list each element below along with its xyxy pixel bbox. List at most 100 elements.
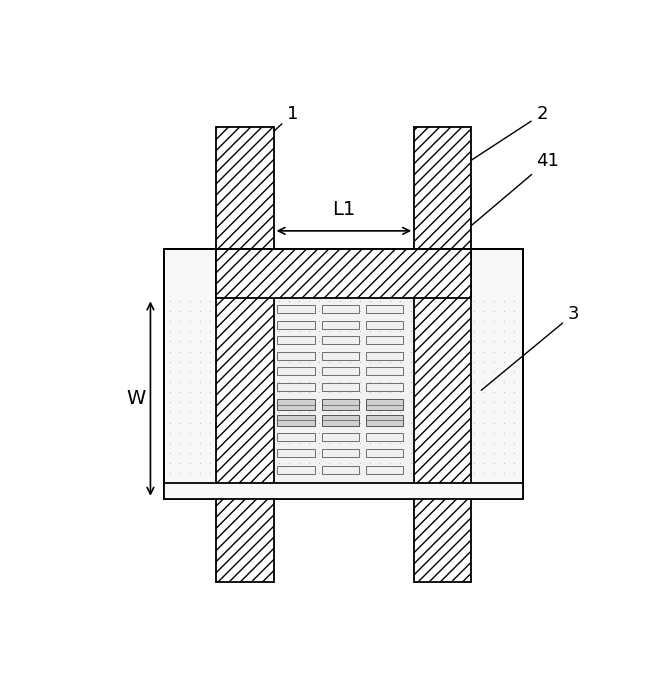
Point bbox=[458, 417, 469, 428]
Point bbox=[164, 336, 175, 347]
Point bbox=[364, 377, 375, 388]
Point bbox=[488, 325, 499, 337]
Point bbox=[509, 428, 520, 439]
Point bbox=[478, 488, 489, 499]
Point bbox=[284, 336, 295, 347]
Point bbox=[314, 448, 325, 459]
Point bbox=[354, 316, 365, 327]
Point bbox=[458, 377, 469, 388]
Point bbox=[306, 387, 317, 398]
Point bbox=[438, 387, 449, 398]
Point bbox=[357, 448, 368, 459]
Point bbox=[417, 377, 428, 388]
Point bbox=[304, 457, 315, 468]
Point bbox=[273, 356, 284, 367]
Point bbox=[256, 468, 266, 479]
Point bbox=[185, 325, 195, 337]
Point bbox=[468, 428, 479, 439]
Point bbox=[397, 296, 408, 307]
Bar bbox=[277, 336, 315, 344]
Point bbox=[294, 356, 305, 367]
Point bbox=[407, 478, 418, 489]
Point bbox=[205, 366, 215, 378]
Point bbox=[438, 448, 449, 459]
Point bbox=[266, 437, 276, 448]
Point bbox=[357, 356, 368, 367]
Point bbox=[185, 478, 195, 489]
Point bbox=[324, 325, 335, 337]
Point bbox=[337, 356, 348, 367]
Point bbox=[337, 468, 348, 479]
Point bbox=[458, 296, 469, 307]
Point bbox=[273, 468, 284, 479]
Point bbox=[205, 346, 215, 357]
Point bbox=[357, 316, 368, 327]
Point bbox=[324, 437, 335, 448]
Point bbox=[215, 346, 225, 357]
Point bbox=[326, 417, 337, 428]
Point bbox=[225, 468, 236, 479]
Point bbox=[324, 366, 335, 378]
Point bbox=[478, 305, 489, 316]
Point bbox=[344, 488, 355, 499]
Point bbox=[314, 336, 325, 347]
Point bbox=[478, 448, 489, 459]
Point bbox=[377, 407, 388, 418]
Point bbox=[509, 407, 520, 418]
Bar bbox=[321, 383, 359, 391]
Point bbox=[375, 377, 386, 388]
Point bbox=[266, 387, 276, 398]
Point bbox=[246, 296, 256, 307]
Point bbox=[286, 488, 297, 499]
Point bbox=[344, 346, 355, 357]
Point bbox=[397, 437, 408, 448]
Point bbox=[326, 428, 337, 439]
Point bbox=[306, 478, 317, 489]
Point bbox=[364, 316, 375, 327]
Point bbox=[316, 366, 327, 378]
Point bbox=[215, 296, 225, 307]
Point bbox=[266, 336, 276, 347]
Point bbox=[286, 407, 297, 418]
Point bbox=[354, 488, 365, 499]
Point bbox=[407, 325, 418, 337]
Point bbox=[306, 437, 317, 448]
Point bbox=[385, 448, 396, 459]
Point bbox=[185, 296, 195, 307]
Point bbox=[407, 356, 418, 367]
Point bbox=[364, 325, 375, 337]
Point bbox=[306, 316, 317, 327]
Bar bbox=[321, 305, 359, 313]
Point bbox=[344, 377, 355, 388]
Point bbox=[334, 325, 345, 337]
Point bbox=[164, 437, 175, 448]
Point bbox=[405, 305, 416, 316]
Point bbox=[375, 478, 386, 489]
Point bbox=[326, 305, 337, 316]
Bar bbox=[164, 249, 523, 499]
Point bbox=[417, 366, 428, 378]
Point bbox=[205, 417, 215, 428]
Point bbox=[387, 448, 398, 459]
Point bbox=[354, 428, 365, 439]
Point bbox=[499, 457, 509, 468]
Point bbox=[354, 417, 365, 428]
Point bbox=[478, 387, 489, 398]
Point bbox=[246, 387, 256, 398]
Point bbox=[344, 296, 355, 307]
Point bbox=[185, 387, 195, 398]
Point bbox=[266, 468, 276, 479]
Point bbox=[225, 366, 236, 378]
Point bbox=[377, 387, 388, 398]
Point bbox=[334, 316, 345, 327]
Point bbox=[438, 478, 449, 489]
Point bbox=[174, 346, 185, 357]
Point bbox=[417, 305, 428, 316]
Point bbox=[174, 316, 185, 327]
Point bbox=[215, 387, 225, 398]
Point bbox=[296, 387, 307, 398]
Point bbox=[326, 356, 337, 367]
Point bbox=[417, 457, 428, 468]
Point bbox=[347, 356, 358, 367]
Point bbox=[286, 346, 297, 357]
